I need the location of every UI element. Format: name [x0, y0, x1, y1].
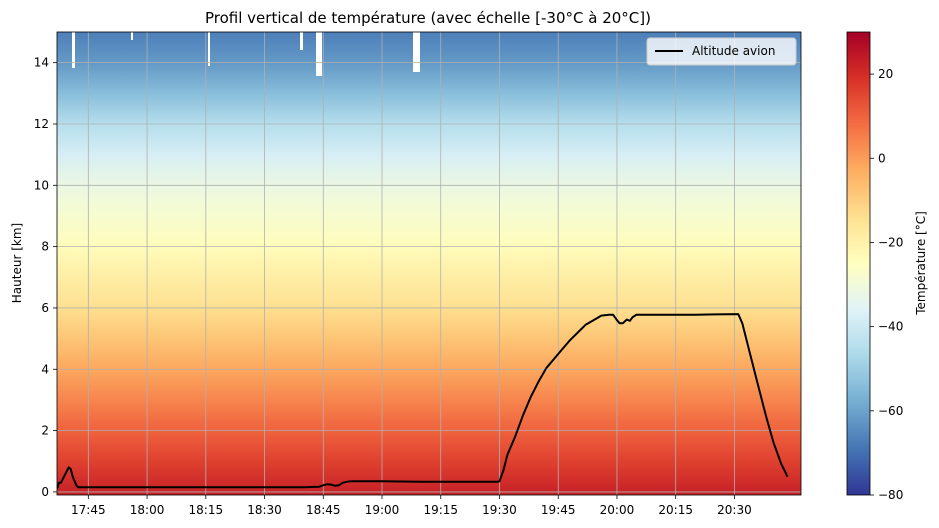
x-tick-label: 18:00 [130, 503, 165, 517]
y-tick-label: 6 [41, 301, 49, 315]
y-tick-label: 2 [41, 424, 49, 438]
plot-frame [56, 31, 802, 496]
colorbar-tick-label: 20 [878, 67, 893, 81]
y-tick-label: 4 [41, 362, 49, 376]
heatmap [57, 32, 801, 495]
y-tick-label: 8 [41, 240, 49, 254]
y-tick-label: 14 [34, 56, 49, 70]
y-tick-label: 0 [41, 485, 49, 499]
legend-box [646, 37, 797, 66]
colorbar-gradient-bar [846, 31, 871, 496]
x-tick-label: 17:45 [71, 503, 106, 517]
missing-data-gap [208, 32, 210, 66]
y-tick-label: 12 [34, 117, 49, 131]
missing-data-gap [72, 32, 75, 68]
x-tick-label: 19:30 [482, 503, 517, 517]
legend-label-altitude-avion: Altitude avion [692, 44, 775, 58]
x-axis: 17:45 18:00 18:15 18:30 18:45 19:00 19:15 19:30… [71, 495, 752, 517]
x-tick-label: 20:15 [658, 503, 693, 517]
colorbar-tick-label: −40 [878, 320, 903, 334]
colorbar-tick-label: 0 [878, 151, 886, 165]
x-tick-label: 19:45 [541, 503, 576, 517]
missing-data-gap [131, 32, 133, 40]
x-tick-label: 18:45 [306, 503, 341, 517]
missing-data-gap [316, 32, 322, 76]
legend: Altitude avion [646, 37, 797, 66]
colorbar-ticks: −80 −60 −40 −20 0 20 [870, 67, 903, 502]
x-tick-label: 20:00 [600, 503, 635, 517]
x-tick-label: 18:30 [247, 503, 282, 517]
colorbar-tick-label: −80 [878, 488, 903, 502]
x-tick-label: 19:15 [423, 503, 458, 517]
y-axis: 0 2 4 6 8 10 12 14 [34, 56, 57, 499]
colorbar-label: Température [°C] [914, 211, 928, 316]
plot-area: 17:45 18:00 18:15 18:30 18:45 19:00 19:15 19:30… [34, 31, 802, 517]
x-tick-label: 18:15 [189, 503, 224, 517]
y-axis-label: Hauteur [km] [10, 223, 24, 303]
colorbar-tick-label: −20 [878, 235, 903, 249]
y-tick-label: 10 [34, 178, 49, 192]
missing-data-gaps [72, 32, 420, 76]
x-tick-label: 19:00 [365, 503, 400, 517]
missing-data-gap [300, 32, 303, 50]
series-line-altitude-avion [57, 313, 789, 490]
chart-title: Profil vertical de température (avec éch… [205, 9, 651, 27]
missing-data-gap [413, 32, 420, 72]
colorbar: −80 −60 −40 −20 0 20 Température [°C] [846, 31, 928, 502]
x-tick-label: 20:30 [717, 503, 752, 517]
colorbar-tick-label: −60 [878, 404, 903, 418]
